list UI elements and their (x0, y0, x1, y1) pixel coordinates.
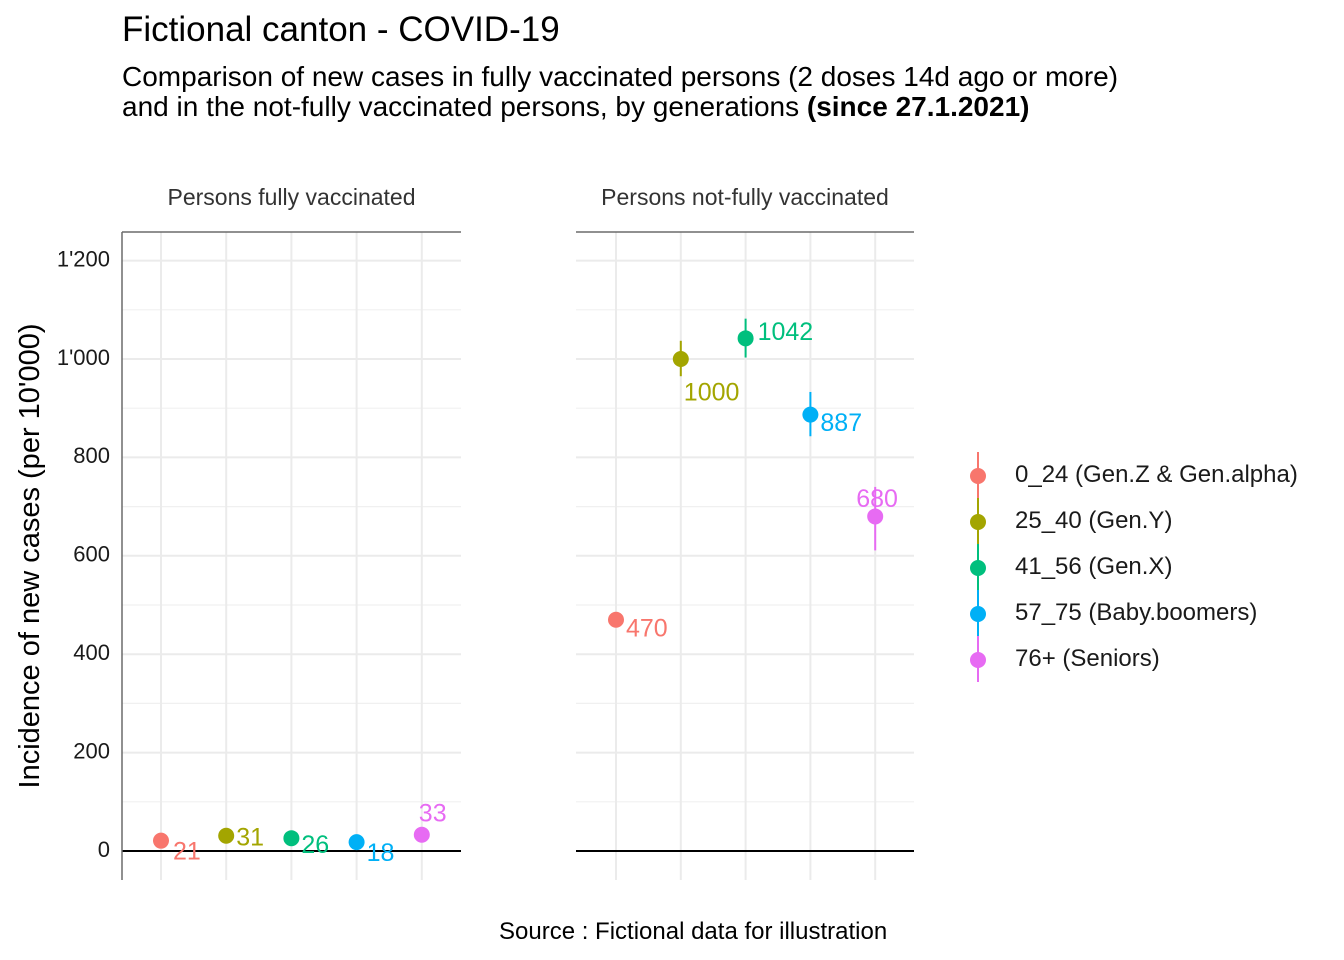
y-tick-label: 600 (73, 542, 110, 567)
data-label: 680 (856, 485, 898, 513)
panel-title-not-vaccinated: Persons not-fully vaccinated (601, 184, 889, 210)
legend-item: 25_40 (Gen.Y) (960, 498, 1298, 544)
y-tick-label: 0 (98, 837, 110, 862)
legend-key-point (970, 560, 986, 576)
legend-item: 76+ (Seniors) (960, 636, 1298, 682)
data-point (283, 830, 300, 847)
legend-key (960, 544, 996, 590)
data-point (218, 827, 235, 844)
data-label: 33 (419, 799, 447, 827)
legend-item: 0_24 (Gen.Z & Gen.alpha) (960, 452, 1298, 498)
subtitle-line-2-text: and in the not-fully vaccinated persons,… (122, 91, 807, 122)
legend-key (960, 636, 996, 682)
y-axis-title: Incidence of new cases (per 10'000) (14, 324, 46, 789)
data-label: 31 (236, 823, 264, 851)
data-label: 26 (301, 831, 329, 859)
data-label: 1042 (758, 318, 814, 346)
data-point (153, 832, 169, 849)
data-point (348, 834, 365, 851)
y-tick-label: 1'200 (57, 246, 110, 271)
data-point (867, 508, 884, 525)
data-label: 887 (820, 409, 862, 437)
data-point (672, 351, 689, 367)
y-tick-label: 1'000 (57, 345, 110, 370)
panel-title-vaccinated: Persons fully vaccinated (167, 184, 415, 210)
legend-key (960, 452, 996, 498)
legend-key (960, 498, 996, 544)
legend-key (960, 590, 996, 636)
data-point (413, 826, 430, 843)
chart-caption: Source : Fictional data for illustration (499, 918, 888, 945)
data-label: 18 (367, 839, 395, 867)
y-tick-label: 800 (73, 443, 110, 468)
legend-label: 41_56 (Gen.X) (1015, 553, 1173, 580)
data-label: 470 (626, 614, 668, 642)
legend-item: 57_75 (Baby.boomers) (960, 590, 1298, 636)
subtitle-line-1: Comparison of new cases in fully vaccina… (122, 61, 1119, 92)
data-point (802, 406, 819, 423)
legend-key-point (970, 468, 986, 484)
subtitle-date-range: (since 27.1.2021) (806, 91, 1030, 122)
chart-subtitle: Comparison of new cases in fully vaccina… (122, 62, 1118, 122)
data-point (608, 611, 624, 628)
data-point (737, 330, 754, 347)
data-label: 1000 (684, 379, 740, 407)
legend-label: 0_24 (Gen.Z & Gen.alpha) (1015, 461, 1298, 488)
legend-label: 57_75 (Baby.boomers) (1015, 599, 1258, 626)
legend-label: 76+ (Seniors) (1015, 645, 1160, 672)
legend-label: 25_40 (Gen.Y) (1015, 507, 1173, 534)
legend-key-point (970, 652, 986, 668)
y-tick-label: 200 (73, 738, 110, 763)
chart-title: Fictional canton - COVID-19 (122, 10, 560, 49)
legend-item: 41_56 (Gen.X) (960, 544, 1298, 590)
legend-key-point (970, 606, 986, 622)
legend-key-point (970, 514, 986, 530)
data-label: 21 (173, 837, 201, 865)
legend: 0_24 (Gen.Z & Gen.alpha) 25_40 (Gen.Y) 41_… (960, 452, 1298, 682)
y-tick-label: 400 (73, 640, 110, 665)
subtitle-line-2: and in the not-fully vaccinated persons,… (122, 92, 1118, 122)
